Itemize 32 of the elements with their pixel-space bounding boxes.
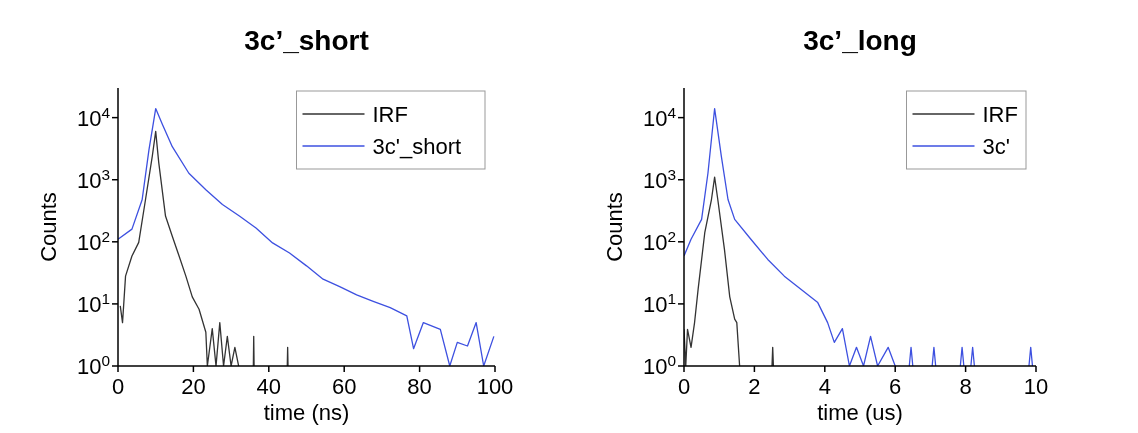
- y-tick-label: 10$^{1}$: [76, 289, 110, 317]
- x-tick-label: 10: [1023, 374, 1049, 399]
- y-tick-label: 10$^{3}$: [76, 165, 110, 193]
- chart-title: 3c’_short: [244, 25, 369, 56]
- chart-title: 3c’_long: [803, 25, 917, 56]
- y-axis-title: Counts: [36, 192, 61, 262]
- legend-label: IRF: [982, 102, 1018, 127]
- x-tick-label: 0: [111, 374, 125, 399]
- x-tick-label: 80: [407, 374, 432, 399]
- y-tick-label: 10$^{3}$: [642, 165, 676, 193]
- y-axis-title: Counts: [602, 192, 627, 262]
- x-axis-title: time (ns): [263, 400, 350, 425]
- y-tick-label: 10$^{0}$: [642, 351, 676, 379]
- x-tick-label: 40: [256, 374, 282, 399]
- y-tick-label: 10$^{1}$: [642, 289, 676, 317]
- y-tick-label: 10$^{4}$: [76, 103, 111, 131]
- legend-label: 3c'_short: [372, 134, 462, 159]
- x-tick-label: 0: [677, 374, 691, 399]
- x-tick-label: 60: [331, 374, 357, 399]
- x-tick-label: 4: [818, 374, 831, 399]
- legend-label: IRF: [372, 102, 408, 127]
- y-tick-label: 10$^{2}$: [76, 227, 110, 255]
- x-tick-label: 100: [476, 374, 514, 399]
- x-tick-label: 2: [748, 374, 761, 399]
- x-axis-title: time (us): [817, 400, 903, 425]
- y-tick-label: 10$^{2}$: [642, 227, 676, 255]
- x-tick-label: 20: [181, 374, 206, 399]
- x-tick-label: 8: [959, 374, 972, 399]
- y-tick-label: 10$^{0}$: [76, 351, 110, 379]
- legend-label: 3c': [982, 134, 1010, 159]
- y-tick-label: 10$^{4}$: [642, 103, 677, 131]
- x-tick-label: 6: [889, 374, 902, 399]
